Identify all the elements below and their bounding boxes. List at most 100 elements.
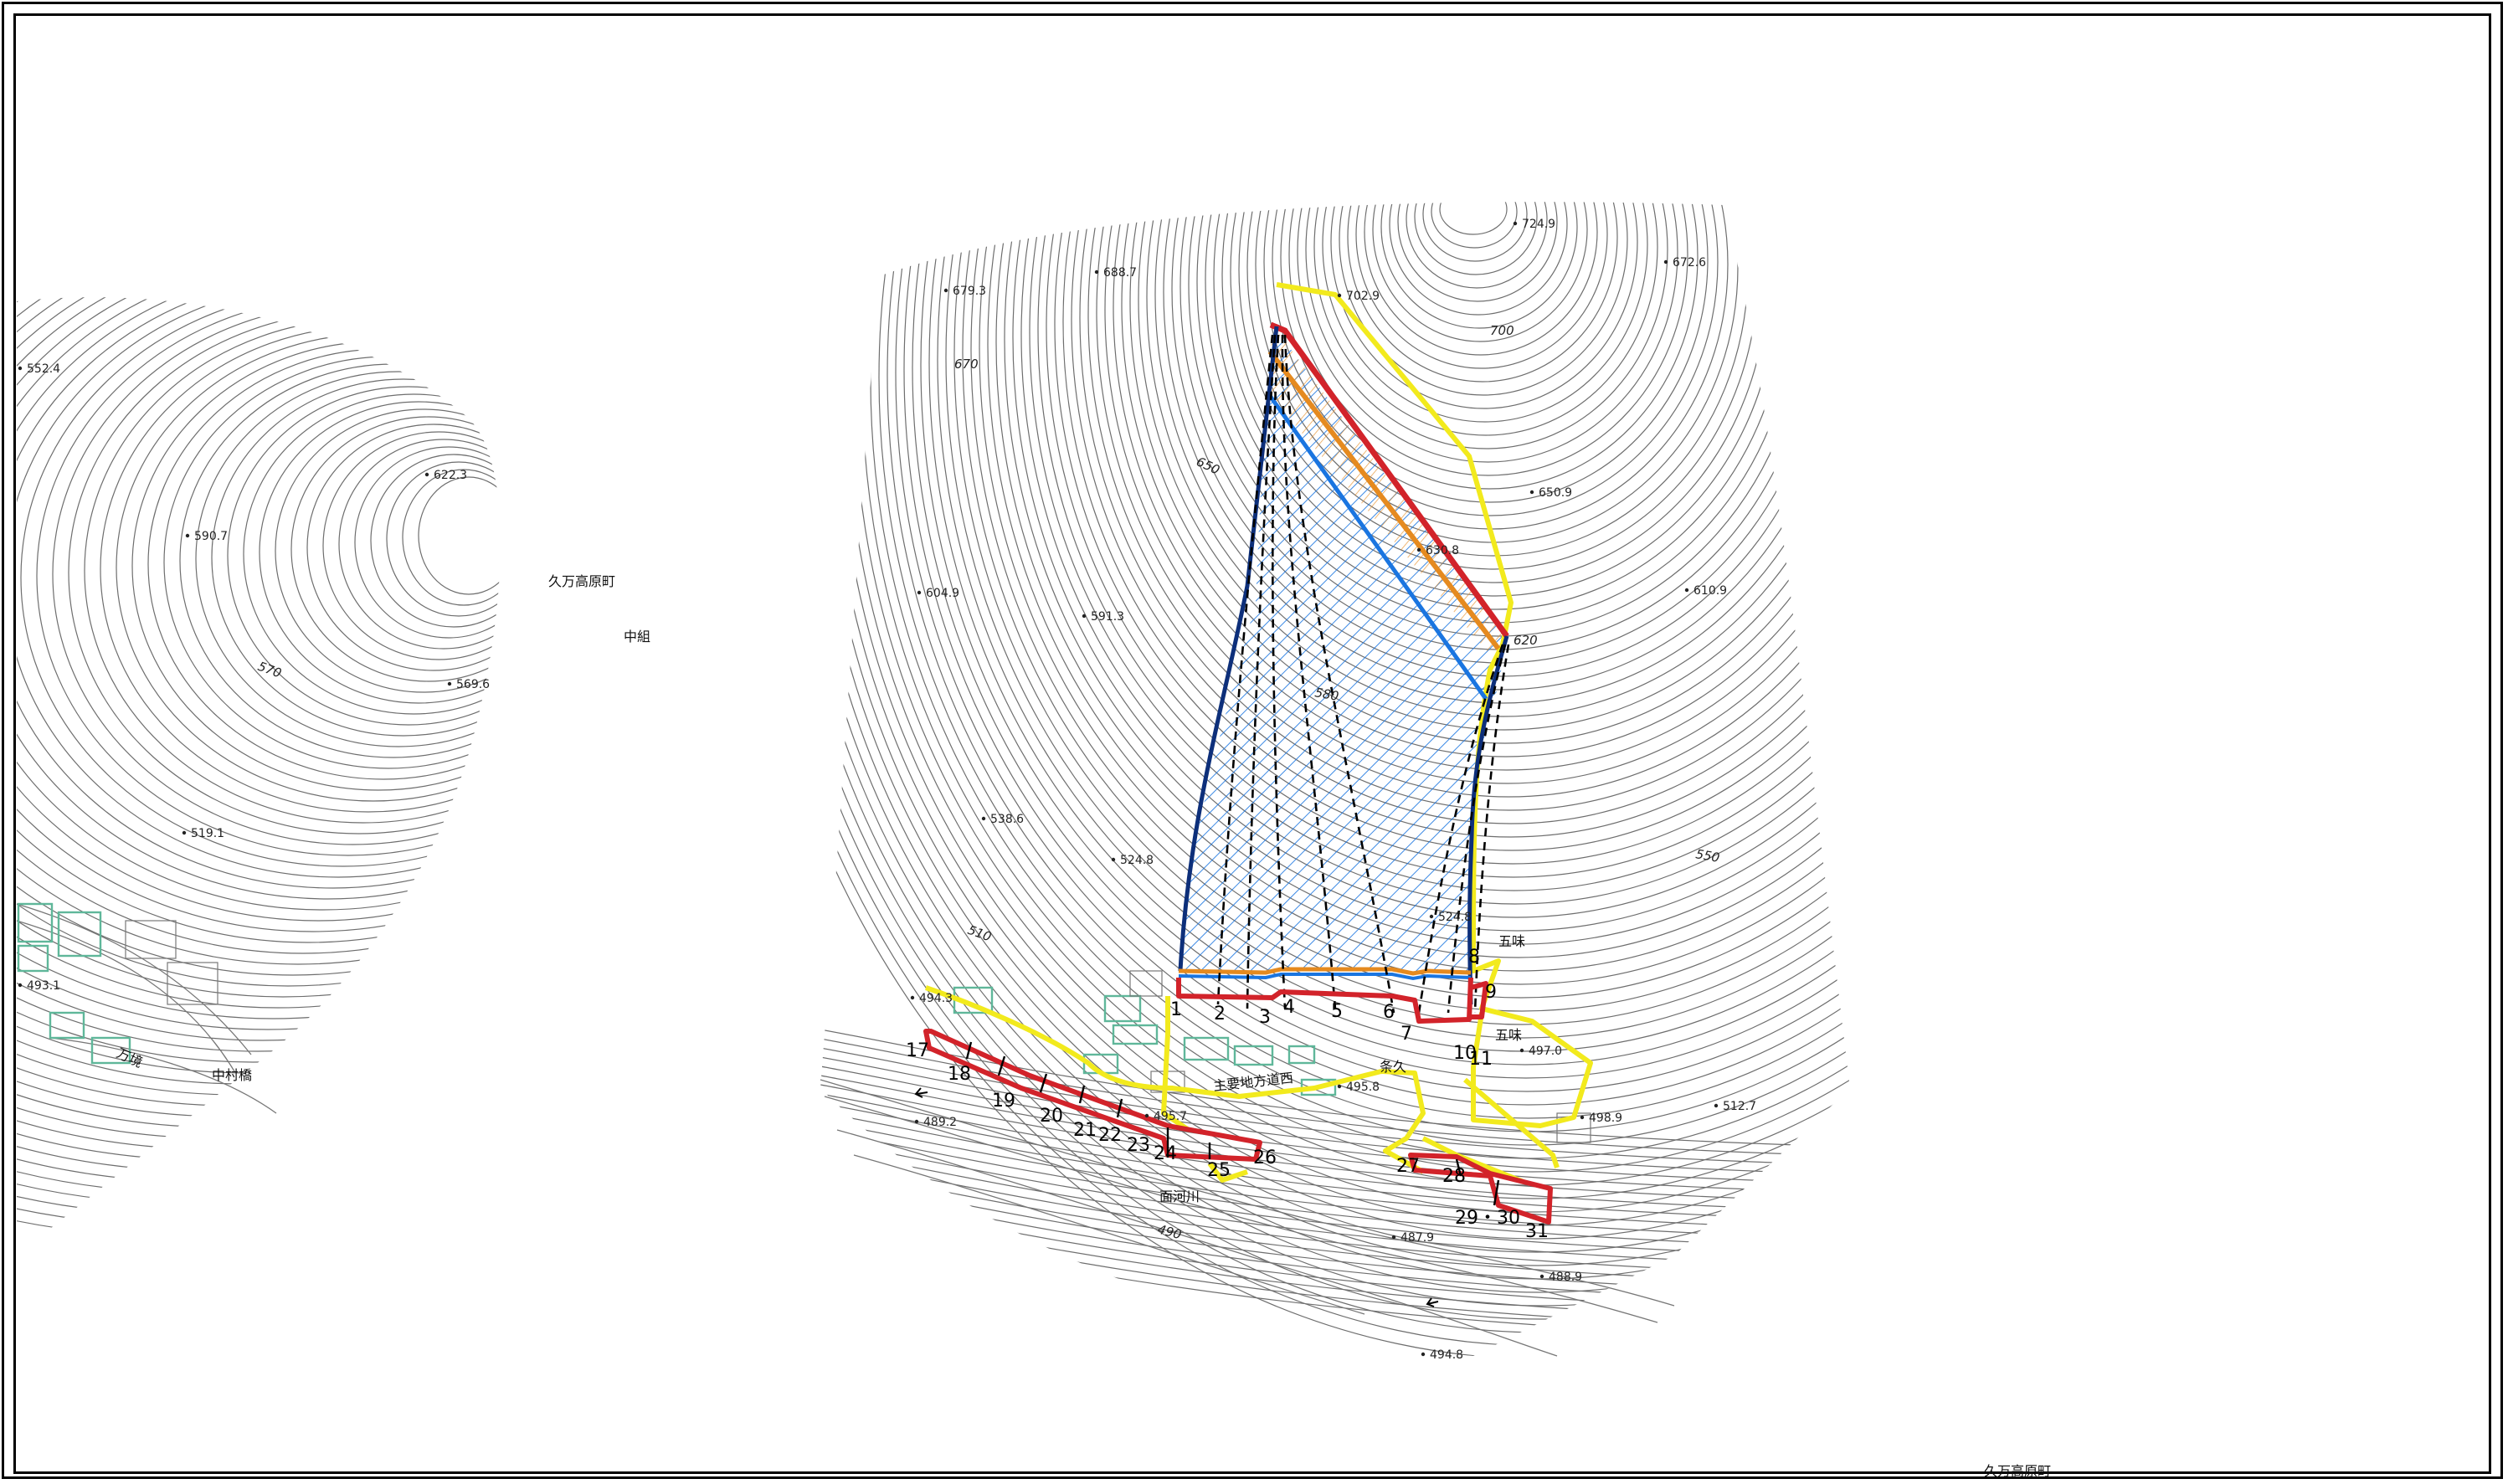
contour-line <box>995 202 1850 945</box>
spot-height-label: 494.3 <box>919 992 953 1005</box>
contour-line <box>820 1102 1850 1221</box>
contour-line <box>17 297 501 976</box>
place-gomi-lower: 五味 <box>1495 1027 1522 1043</box>
contour-line <box>1355 202 1608 369</box>
contour-line <box>820 1038 1850 1157</box>
contour-line <box>290 416 501 682</box>
river-road-lines <box>16 903 1675 1357</box>
contour-line <box>17 297 501 1117</box>
place-gomi-upper: 五味 <box>1498 933 1525 949</box>
contour-line <box>17 297 501 1215</box>
spot-height-dot <box>1513 221 1518 226</box>
contour-line <box>1330 202 1638 409</box>
contour-line <box>820 1194 1850 1313</box>
contour-line <box>17 297 501 932</box>
contour-line <box>17 297 501 1009</box>
contour-line <box>1347 202 1618 383</box>
contour-line <box>1389 202 1568 316</box>
spot-height-label: 590.7 <box>194 530 228 543</box>
spot-height-dot <box>1416 547 1421 552</box>
spot-height-label: 679.3 <box>953 285 986 298</box>
contour-line <box>17 297 501 1204</box>
contour-line <box>887 202 1850 1119</box>
contour-line <box>820 1158 1850 1276</box>
contour-line <box>820 1185 1850 1304</box>
contour-line <box>17 297 501 889</box>
contour-line <box>275 408 501 693</box>
contour-line <box>820 1047 1850 1166</box>
contour-line <box>17 297 501 1183</box>
contour-line <box>17 297 501 1030</box>
contour-line <box>820 202 1850 1320</box>
contour-line <box>937 202 1850 1039</box>
section-number: 25 <box>1207 1160 1231 1181</box>
spot-height-dot <box>1580 1115 1585 1120</box>
contour-line <box>1305 202 1668 449</box>
spot-height-dot <box>910 995 915 1000</box>
contour-line <box>987 202 1850 958</box>
contour-line <box>20 297 501 867</box>
contour-line <box>370 454 501 628</box>
contour-line <box>820 1139 1850 1258</box>
contour-line <box>386 461 501 617</box>
section-number: 8 <box>1468 947 1480 968</box>
contour-line <box>1288 202 1688 476</box>
contour-line <box>1020 202 1850 905</box>
spot-height-label: 650.9 <box>1539 486 1572 500</box>
section-number: 18 <box>948 1064 971 1085</box>
landslide-area <box>925 282 1593 1184</box>
spot-height-label: 688.7 <box>1103 266 1137 280</box>
contour-line <box>211 378 501 737</box>
section-number: 1 <box>1170 999 1182 1020</box>
spot-height-label: 512.7 <box>1723 1100 1756 1113</box>
contour-line <box>163 356 501 769</box>
place-river-left: 万境 <box>114 1045 145 1071</box>
section-number: 23 <box>1127 1135 1150 1156</box>
contour-line <box>1096 202 1850 784</box>
contour-line <box>402 469 501 606</box>
contour-line <box>820 1121 1850 1240</box>
contour-value-label: 570 <box>256 659 284 681</box>
contour-line <box>17 297 501 1063</box>
contour-line <box>1272 202 1709 503</box>
spot-height-label: 487.9 <box>1400 1231 1434 1245</box>
contour-line <box>820 1176 1850 1295</box>
spot-height-dot <box>1421 1352 1426 1357</box>
spot-height-label: 519.1 <box>191 827 224 840</box>
spot-height-dot <box>182 830 187 835</box>
contour-line <box>1104 202 1850 771</box>
contour-line <box>17 297 501 1096</box>
section-number: 27 <box>1396 1156 1420 1177</box>
contour-line <box>1054 202 1850 851</box>
place-names: 久万高原町 中組 久万高原町 五味 五味 条久 主要地方道西 面河川 中村橋 万… <box>114 573 2051 1479</box>
contour-line <box>17 297 501 911</box>
section-number: 11 <box>1469 1049 1493 1070</box>
map-inner-frame <box>13 13 2491 1474</box>
contour-line <box>306 424 501 671</box>
spot-height-label: 702.9 <box>1346 290 1380 303</box>
spot-height-label: 591.3 <box>1091 610 1124 624</box>
contour-line <box>820 202 1850 1293</box>
section-number: 6 <box>1383 1002 1395 1023</box>
contour-line <box>820 202 1850 1253</box>
contour-line <box>418 476 501 595</box>
spot-height-dot <box>424 472 429 477</box>
spot-height-label: 610.9 <box>1693 584 1727 598</box>
contour-line <box>100 326 501 813</box>
section-number: 20 <box>1040 1106 1063 1127</box>
contour-line <box>1046 202 1850 865</box>
contour-line <box>820 1222 1850 1341</box>
spot-height-label: 524.8 <box>1438 911 1472 924</box>
contour-line <box>928 202 1850 1052</box>
spot-height-dot <box>1082 614 1087 619</box>
spot-height-dot <box>18 366 23 371</box>
contour-line <box>17 297 501 998</box>
spot-height-dot <box>943 288 948 293</box>
section-number: 17 <box>906 1040 929 1061</box>
spot-height-dot <box>1539 1274 1544 1279</box>
spot-height-dot <box>1337 1084 1342 1089</box>
contour-line <box>970 202 1850 985</box>
